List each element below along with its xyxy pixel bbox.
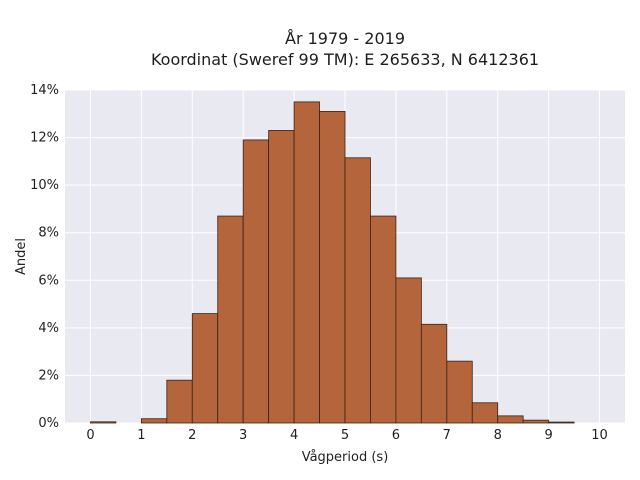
histogram-bar: [446, 360, 473, 424]
histogram-bar: [344, 157, 371, 424]
chart-title-line2: Koordinat (Sweref 99 TM): E 265633, N 64…: [150, 50, 540, 69]
x-tick-label: 7: [443, 428, 451, 443]
histogram-bar: [140, 418, 168, 424]
y-axis-label: Andel: [14, 238, 29, 275]
histogram-bar: [548, 421, 575, 424]
histogram-bar: [420, 323, 448, 424]
x-axis-ticks: 0 1 2 3 4 5 6 7 8 9 10: [86, 428, 608, 443]
histogram-bar: [471, 402, 499, 424]
histogram-bar: [319, 111, 346, 424]
y-axis-ticks: 0% 2% 4% 6% 8% 10% 12% 14%: [30, 83, 59, 431]
y-tick-label: 12%: [30, 131, 59, 146]
x-tick-label: 9: [544, 428, 552, 443]
histogram-bar: [268, 130, 295, 424]
x-tick-label: 5: [341, 428, 349, 443]
histogram-bar: [522, 419, 550, 424]
histogram-bar: [395, 277, 422, 424]
chart-title: År 1979 - 2019 Koordinat (Sweref 99 TM):…: [0, 28, 640, 70]
x-tick-label: 1: [137, 428, 145, 443]
histogram-bar: [191, 313, 219, 424]
y-tick-label: 2%: [38, 368, 59, 383]
histogram-bar: [293, 101, 320, 424]
y-tick-label: 14%: [30, 83, 59, 98]
x-tick-label: 4: [290, 428, 298, 443]
histogram-bar: [90, 421, 117, 424]
histogram-bar: [166, 379, 193, 424]
chart-title-line1: År 1979 - 2019: [285, 29, 405, 48]
y-tick-label: 8%: [38, 226, 59, 241]
histogram-bar: [370, 215, 397, 424]
histogram-bars: [90, 101, 575, 424]
histogram-bar: [497, 415, 524, 424]
x-tick-label: 3: [239, 428, 247, 443]
y-tick-label: 4%: [38, 321, 59, 336]
y-tick-label: 6%: [38, 273, 59, 288]
x-axis-label: Vågperiod (s): [302, 450, 389, 465]
x-tick-label: 0: [86, 428, 94, 443]
histogram-bar: [217, 215, 244, 424]
x-tick-label: 6: [392, 428, 400, 443]
x-tick-label: 8: [494, 428, 502, 443]
x-tick-label: 2: [188, 428, 196, 443]
histogram-bar: [242, 139, 270, 424]
y-tick-label: 10%: [30, 178, 59, 193]
y-tick-label: 0%: [38, 416, 59, 431]
x-tick-label: 10: [591, 428, 608, 443]
